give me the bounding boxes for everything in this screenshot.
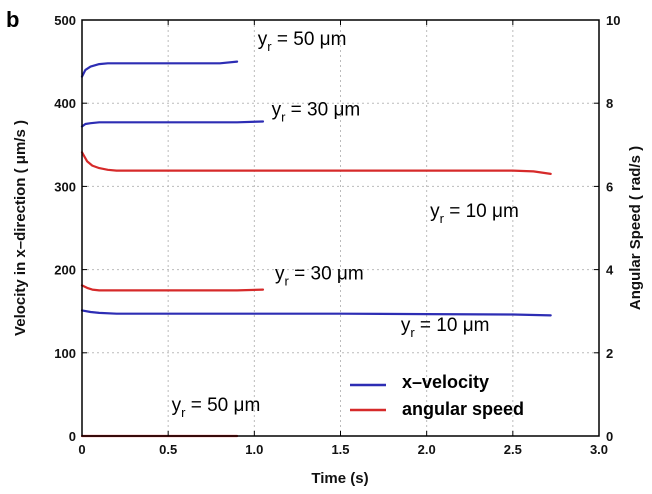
y2-tick-label: 10: [606, 13, 620, 28]
x-tick-label: 2.0: [418, 442, 436, 457]
curve-annotation: yr = 10 μm: [430, 201, 519, 226]
legend-label-x-velocity: x–velocity: [402, 372, 489, 392]
x-velocity-line: [80, 120, 265, 128]
y-tick-label: 100: [54, 346, 76, 361]
y2-tick-label: 8: [606, 96, 613, 111]
y2-axis-title: Angular Speed ( rad/s ): [627, 146, 644, 310]
x-velocity-line: [80, 60, 239, 78]
plot-frame: [81, 19, 600, 437]
legend-label-angular-speed: angular speed: [402, 399, 524, 419]
y-axis-title: Velocity in x–direction ( μm/s ): [12, 120, 29, 336]
y2-tick-label: 0: [606, 429, 613, 444]
y-tick-label: 0: [69, 429, 76, 444]
curve-annotation: yr = 30 μm: [275, 264, 364, 289]
x-tick-label: 1.5: [331, 442, 349, 457]
angular-speed-line: [80, 284, 265, 292]
x-tick-label: 0: [78, 442, 85, 457]
x-tick-label: 2.5: [504, 442, 522, 457]
y2-tick-label: 2: [606, 346, 613, 361]
y-tick-label: 200: [54, 263, 76, 278]
x-axis-title: Time (s): [311, 470, 368, 487]
legend: x–velocity angular speed: [350, 372, 524, 419]
x-velocity-line: [80, 309, 552, 317]
panel-label: b: [6, 7, 19, 32]
y-tick-label: 500: [54, 13, 76, 28]
tick-layer: 0 0.5 1.0 1.5 2.0 2.5 3.0010020030040050002468…: [54, 13, 620, 457]
angular-speed-line: [80, 151, 552, 175]
curve-annotation: yr = 10 μm: [401, 315, 490, 340]
y-tick-label: 300: [54, 179, 76, 194]
y2-tick-label: 6: [606, 179, 613, 194]
grid-layer: [82, 20, 599, 436]
y-tick-label: 400: [54, 96, 76, 111]
annotation-layer: yr = 50 μm yr = 30 μm yr = 10 μm yr = 30 μm…: [172, 29, 519, 420]
x-tick-label: 1.0: [245, 442, 263, 457]
y2-tick-label: 4: [606, 263, 614, 278]
x-tick-label: 3.0: [590, 442, 608, 457]
curve-annotation: yr = 50 μm: [172, 395, 261, 420]
x-tick-label: 0.5: [159, 442, 177, 457]
curve-annotation: yr = 30 μm: [272, 100, 361, 125]
curve-annotation: yr = 50 μm: [258, 29, 347, 54]
